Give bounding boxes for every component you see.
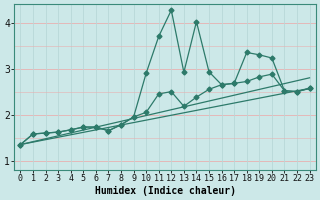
X-axis label: Humidex (Indice chaleur): Humidex (Indice chaleur): [94, 186, 236, 196]
